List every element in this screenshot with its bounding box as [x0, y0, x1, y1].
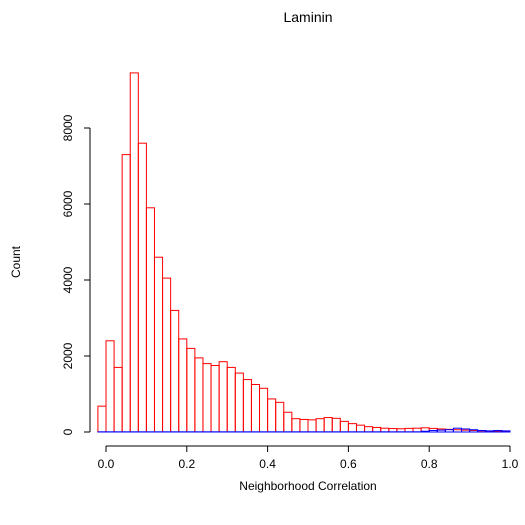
- histogram-bar: [170, 309, 180, 433]
- histogram-bar: [129, 72, 139, 433]
- y-tick-label: 8000: [61, 114, 75, 141]
- x-tick-label: 0.8: [421, 457, 438, 471]
- histogram-bar: [299, 418, 309, 433]
- histogram-bar: [275, 401, 285, 433]
- x-axis-label: Neighborhood Correlation: [239, 479, 376, 493]
- histogram-bar: [113, 366, 123, 433]
- histogram-bar: [347, 423, 357, 433]
- histogram-bar: [178, 338, 188, 433]
- histogram-bar: [323, 417, 333, 433]
- y-tick-label: 0: [61, 428, 75, 435]
- histogram-bar: [226, 366, 236, 433]
- y-tick-label: 4000: [61, 266, 75, 293]
- y-axis-label: Count: [9, 245, 23, 278]
- histogram-bar: [162, 277, 172, 433]
- histogram-bar: [444, 429, 454, 433]
- x-tick-label: 0.0: [98, 457, 115, 471]
- histogram-bar: [355, 424, 366, 433]
- histogram-bar: [242, 379, 252, 433]
- histogram-bar: [501, 430, 511, 433]
- histogram-bar: [331, 417, 341, 433]
- histogram-bar: [202, 363, 212, 433]
- histogram-bar: [291, 418, 301, 433]
- histogram-bar: [259, 387, 269, 433]
- histogram-bar: [234, 372, 244, 433]
- y-tick-label: 6000: [61, 190, 75, 217]
- histogram-bar: [137, 142, 147, 433]
- histogram-bar: [194, 357, 204, 433]
- y-tick-label: 2000: [61, 342, 75, 369]
- histogram-bar: [153, 256, 164, 433]
- histogram-bar: [283, 411, 293, 433]
- histogram-bar: [250, 384, 261, 433]
- histogram-bar: [218, 361, 228, 433]
- histogram-bar: [315, 418, 325, 433]
- histogram-bar: [267, 398, 277, 433]
- histogram-bar: [364, 426, 374, 433]
- histogram-bar: [420, 430, 430, 433]
- histogram-bar: [97, 405, 107, 433]
- histogram-bar: [436, 429, 446, 433]
- x-tick-label: 1.0: [502, 457, 519, 471]
- x-tick-label: 0.4: [259, 457, 276, 471]
- chart-title: Laminin: [283, 9, 332, 25]
- x-tick-label: 0.2: [178, 457, 195, 471]
- histogram-bar: [428, 429, 438, 433]
- histogram-bar: [121, 154, 131, 433]
- x-tick-label: 0.6: [340, 457, 357, 471]
- histogram-bars: [97, 72, 511, 433]
- x-axis: 0.0 0.2 0.4 0.6 0.8 1.0: [98, 445, 519, 471]
- histogram-bar: [307, 419, 317, 433]
- histogram-bar: [339, 420, 349, 433]
- histogram-bar: [105, 340, 115, 433]
- histogram-bar: [145, 207, 155, 433]
- histogram-bar: [210, 365, 220, 433]
- y-axis: 0 2000 4000 6000 8000: [61, 114, 91, 435]
- histogram-bar: [186, 347, 196, 433]
